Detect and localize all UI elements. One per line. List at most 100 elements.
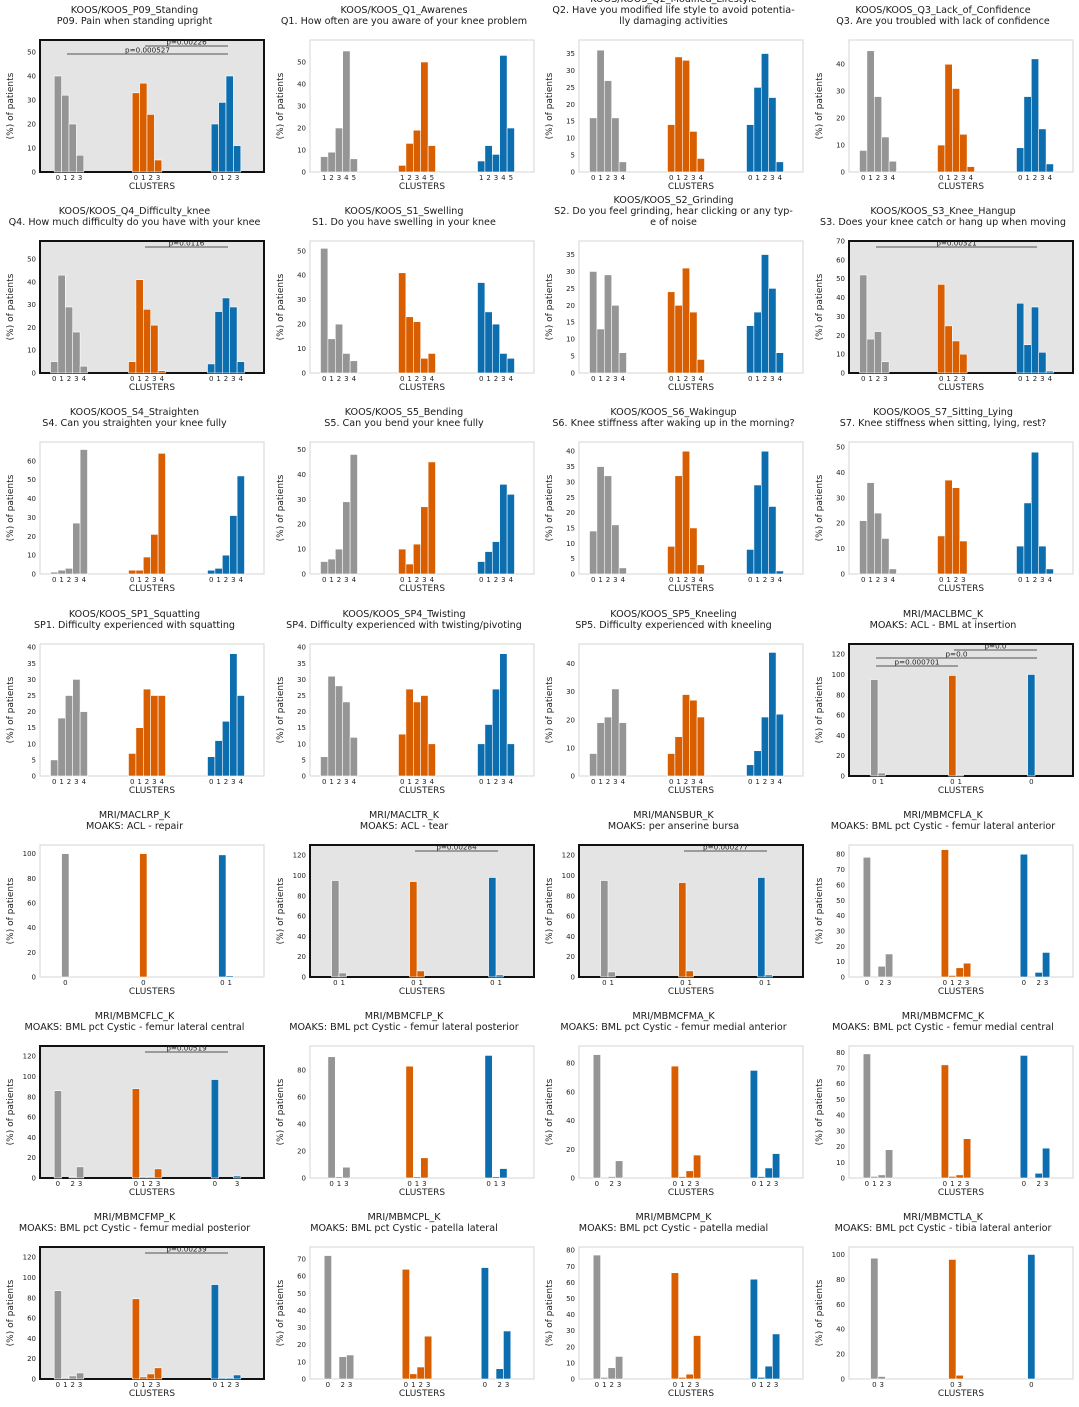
y-axis-label: (%) of patients	[545, 1078, 555, 1145]
chart-panel: MRI/MBMCFMA_K MOAKS: BML pct Cystic - fem…	[539, 1006, 808, 1206]
x-tick-label: 2	[766, 1180, 770, 1188]
bar	[693, 1335, 702, 1380]
bar	[746, 124, 755, 173]
x-tick-label: 4	[501, 174, 506, 182]
x-axis-label: CLUSTERS	[668, 1389, 715, 1399]
x-tick-label: 3	[422, 778, 426, 786]
x-tick-label: 0	[321, 576, 325, 584]
bar	[678, 882, 687, 978]
bar	[1023, 96, 1032, 173]
bar	[877, 965, 886, 978]
x-tick-label: 4	[160, 576, 165, 584]
x-tick-label: 0	[399, 576, 403, 584]
bar	[884, 1149, 893, 1179]
x-tick-label: 3	[964, 1180, 968, 1188]
bar	[873, 513, 882, 575]
chart-panel: MRI/MBMCFLP_K MOAKS: BML pct Cystic - fem…	[270, 1006, 539, 1206]
x-tick-label: 4	[621, 778, 626, 786]
x-tick-label: 0	[759, 979, 763, 987]
x-tick-label: 4	[699, 375, 704, 383]
x-tick-label: 1	[680, 1180, 684, 1188]
bar	[611, 524, 620, 575]
y-axis-label: (%) of patients	[6, 475, 16, 542]
bar	[72, 331, 81, 374]
y-axis-label: (%) of patients	[276, 274, 286, 341]
x-tick-label: 0	[399, 375, 403, 383]
bar	[888, 569, 897, 575]
bar	[506, 127, 515, 173]
y-tick-label: 60	[566, 1279, 575, 1287]
bar	[1037, 128, 1046, 173]
chart-title: KOOS/KOOS_P09_Standing	[70, 5, 199, 16]
chart-title: KOOS/KOOS_Q4_Difficulty_knee	[58, 206, 211, 218]
bar	[57, 717, 66, 776]
bar	[61, 1377, 70, 1380]
x-tick-label: 0	[407, 1180, 411, 1188]
x-tick-label: 3	[235, 174, 239, 182]
y-tick-label: 35	[27, 659, 36, 667]
x-tick-label: 0	[860, 375, 864, 383]
bar	[884, 953, 893, 978]
chart-title: MRI/MBMCFMA_K	[632, 1011, 715, 1022]
y-tick-label: 70	[297, 1256, 306, 1264]
bar	[408, 881, 417, 978]
bar	[1015, 147, 1024, 173]
y-tick-label: 35	[566, 463, 575, 471]
bar	[327, 151, 336, 173]
x-tick-label: 1	[497, 979, 501, 987]
x-tick-label: 0	[669, 375, 673, 383]
y-tick-label: 100	[23, 1073, 36, 1081]
x-tick-label: 2	[70, 174, 74, 182]
x-tick-label: 3	[774, 1180, 778, 1188]
chart-subtitle: S3. Does your knee catch or hang up when…	[820, 217, 1066, 229]
y-tick-label: 10	[27, 740, 36, 748]
y-tick-label: 80	[836, 1049, 845, 1057]
x-tick-label: 4	[890, 576, 895, 584]
bar	[611, 117, 620, 173]
y-tick-label: 15	[27, 724, 36, 732]
bar	[944, 63, 953, 173]
x-tick-label: 1	[946, 576, 950, 584]
p-value-label: p=0.0116	[169, 239, 205, 248]
x-tick-label: 0	[130, 375, 134, 383]
chart-subtitle: Q2. Have you modified life style to avoi…	[552, 5, 795, 16]
y-tick-label: 30	[297, 296, 306, 304]
bar	[334, 323, 343, 374]
x-tick-label: 2	[486, 174, 490, 182]
x-axis-label: CLUSTERS	[398, 383, 445, 393]
bar	[128, 752, 137, 776]
y-tick-label: 80	[836, 1276, 845, 1284]
chart-subtitle: Q1. How often are you aware of your knee…	[280, 16, 528, 27]
y-tick-label: 30	[297, 1324, 306, 1332]
x-tick-label: 0	[1021, 979, 1025, 987]
bar	[412, 544, 421, 575]
bar	[696, 158, 705, 173]
x-tick-label: 2	[414, 375, 418, 383]
bar	[1041, 1147, 1050, 1179]
y-tick-label: 120	[23, 1254, 36, 1262]
y-tick-label: 0	[840, 370, 844, 378]
y-tick-label: 0	[840, 1175, 844, 1183]
y-tick-label: 10	[27, 552, 36, 560]
x-tick-label: 2	[953, 174, 957, 182]
y-tick-label: 20	[836, 520, 845, 528]
x-tick-label: 1	[868, 174, 872, 182]
x-tick-label: 3	[501, 576, 505, 584]
bar	[607, 1367, 616, 1380]
y-tick-label: 20	[836, 1351, 845, 1359]
x-tick-label: 1	[868, 576, 872, 584]
y-tick-label: 30	[836, 1127, 845, 1135]
chart-subtitle: MOAKS: per anserine bursa	[607, 820, 740, 832]
y-tick-label: 60	[836, 711, 845, 719]
x-tick-label: 3	[425, 1381, 429, 1389]
x-tick-label: 0	[752, 1381, 756, 1389]
x-axis-label: CLUSTERS	[668, 987, 715, 997]
p-value-label: p=0.000277	[703, 842, 748, 851]
x-tick-label: 0	[478, 375, 482, 383]
